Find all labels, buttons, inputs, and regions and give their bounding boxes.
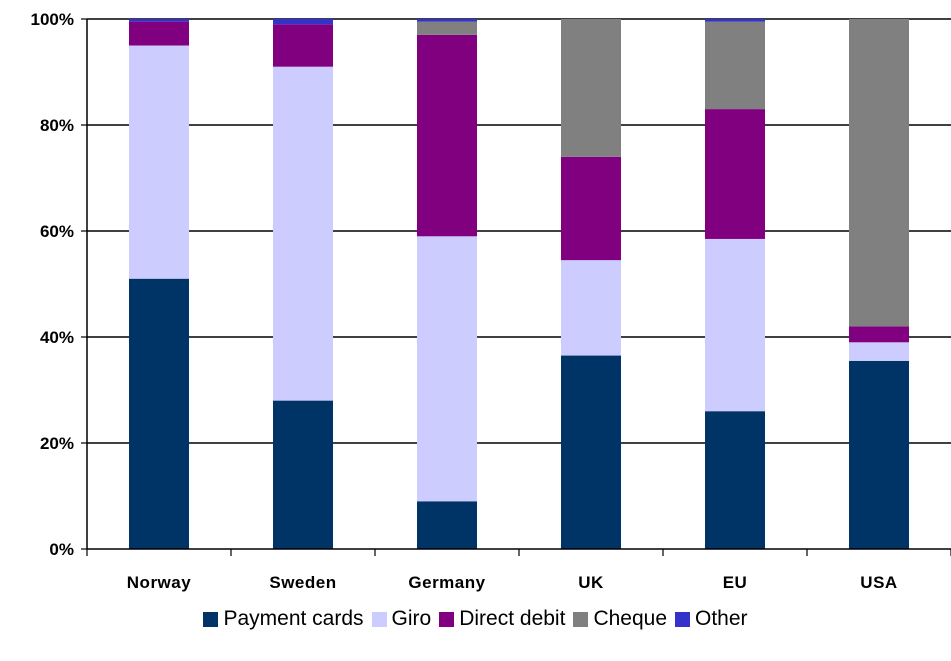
legend-label: Direct debit	[459, 607, 566, 630]
bar-segment-giro	[705, 238, 765, 412]
stacked-bar-chart: 0% 20% 40% 60% 80% 100% Norway Sweden Germany UK…	[31, 10, 951, 592]
x-tick-label: EU	[723, 573, 748, 592]
legend-swatch	[439, 611, 455, 627]
legend-item: Giro	[371, 607, 432, 631]
bar-segment-direct-debit	[273, 24, 333, 67]
bar-segment-cheque	[561, 19, 621, 157]
bars	[129, 19, 909, 549]
legend-item: Payment cards	[203, 607, 364, 631]
bar-segment-direct-debit	[417, 34, 477, 237]
bar-segment-cheque	[417, 21, 477, 35]
axes	[81, 18, 951, 556]
bar-segment-giro	[273, 66, 333, 401]
legend-swatch	[675, 611, 690, 627]
bar-segment-other	[273, 19, 333, 25]
y-tick-label: 60%	[40, 222, 74, 241]
bar-segment-cheque	[705, 21, 765, 110]
bar-segment-payment-cards	[705, 411, 765, 549]
legend-label: Giro	[391, 607, 432, 630]
legend-label: Payment cards	[223, 607, 364, 630]
y-tick-label: 100%	[31, 10, 74, 29]
bar-segment-payment-cards	[417, 501, 477, 549]
x-tick-label: Germany	[408, 573, 485, 592]
bar-segment-direct-debit	[849, 326, 909, 343]
bar-segment-payment-cards	[561, 355, 621, 549]
bar-segment-other	[417, 19, 477, 22]
legend-swatch	[371, 611, 387, 627]
bar-segment-other	[705, 19, 765, 22]
legend-label: Cheque	[593, 607, 667, 630]
legend-swatch	[203, 611, 219, 627]
bar-segment-direct-debit	[561, 156, 621, 261]
x-tick-label: Norway	[127, 573, 191, 592]
bar-segment-cheque	[849, 19, 909, 327]
x-tick-label: USA	[860, 573, 897, 592]
legend-item: Cheque	[573, 607, 667, 631]
x-tick-label: UK	[578, 573, 604, 592]
x-tick-label: Sweden	[269, 573, 336, 592]
bar-segment-payment-cards	[129, 278, 189, 549]
legend-swatch	[573, 611, 589, 627]
legend-label: Other	[695, 607, 748, 630]
y-tick-label: 80%	[40, 116, 74, 135]
bar-segment-giro	[561, 260, 621, 356]
bar-segment-giro	[417, 236, 477, 502]
bar-segment-giro	[849, 342, 909, 361]
y-tick-label: 0%	[49, 540, 74, 559]
gridlines	[87, 18, 951, 444]
bar-segment-direct-debit	[705, 109, 765, 239]
y-tick-label: 20%	[40, 434, 74, 453]
bar-segment-payment-cards	[273, 400, 333, 549]
bar-segment-payment-cards	[849, 360, 909, 549]
y-tick-label: 40%	[40, 328, 74, 347]
x-tick-labels: Norway Sweden Germany UK EU USA	[127, 573, 897, 592]
legend-item: Other	[675, 607, 748, 631]
bar-segment-giro	[129, 45, 189, 279]
bar-segment-other	[129, 19, 189, 22]
bar-segment-direct-debit	[129, 21, 189, 46]
y-tick-labels: 0% 20% 40% 60% 80% 100%	[31, 10, 74, 559]
legend-item: Direct debit	[439, 607, 565, 631]
legend: Payment cards Giro Direct debit Cheque Other	[0, 607, 951, 631]
